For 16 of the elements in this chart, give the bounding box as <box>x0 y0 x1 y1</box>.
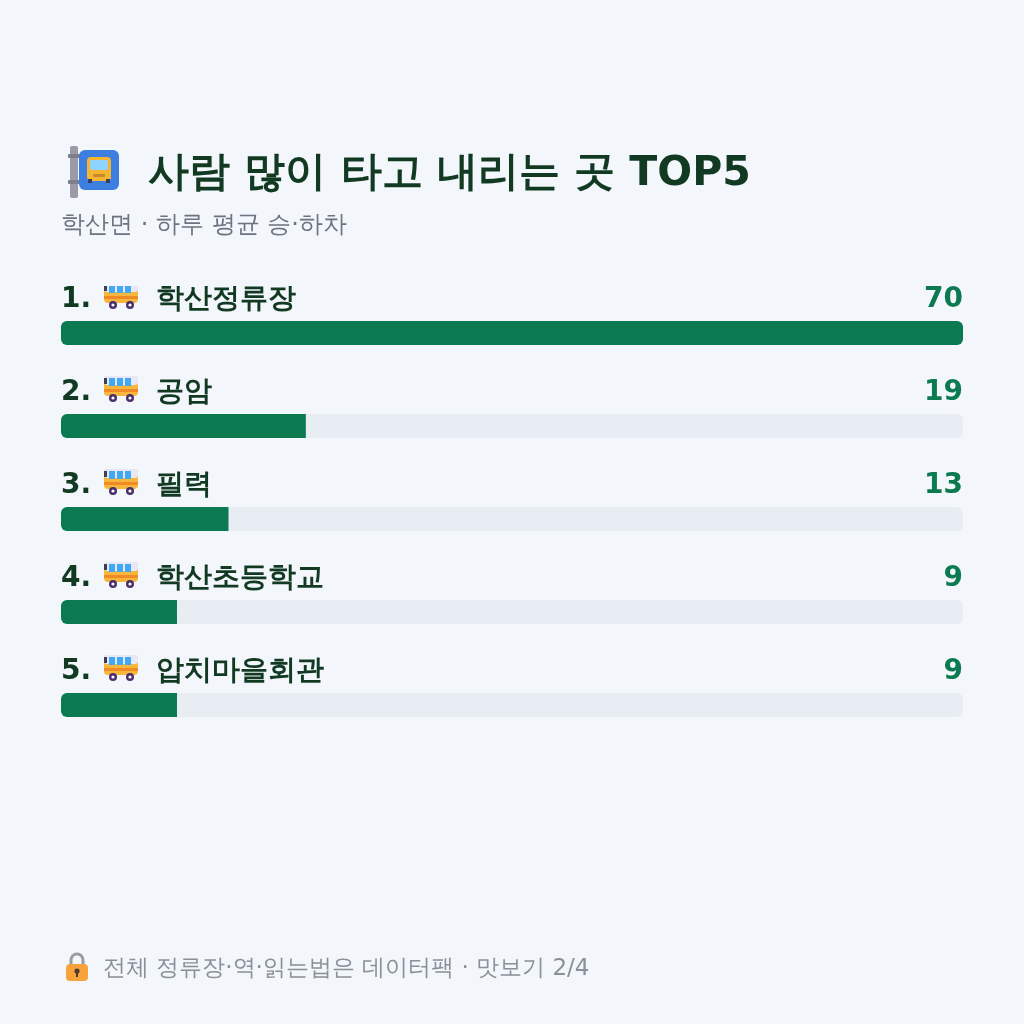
chart-subtitle: 학산면 · 하루 평균 승·하차 <box>61 209 347 240</box>
category-label: 2. 공암 <box>61 373 212 407</box>
bar <box>61 506 229 531</box>
category-label: 4. 학산초등학교 <box>61 559 324 593</box>
data-label: 70 <box>924 280 963 314</box>
category-label: 1. 학산정류장 <box>61 280 296 314</box>
bar <box>61 692 177 717</box>
data-label: 9 <box>943 652 963 686</box>
category-label: 3. 필력 <box>61 466 212 500</box>
chart-title: 사람 많이 타고 내리는 곳 TOP5 <box>148 146 751 197</box>
data-label: 9 <box>943 559 963 593</box>
data-label: 13 <box>924 466 963 500</box>
category-label: 5. 압치마을회관 <box>61 652 324 686</box>
bar <box>61 599 177 624</box>
data-label: 19 <box>924 373 963 407</box>
text: 전체 정류장·역·읽는법은 데이터팩 · 맛보기 2/4 <box>103 953 590 982</box>
